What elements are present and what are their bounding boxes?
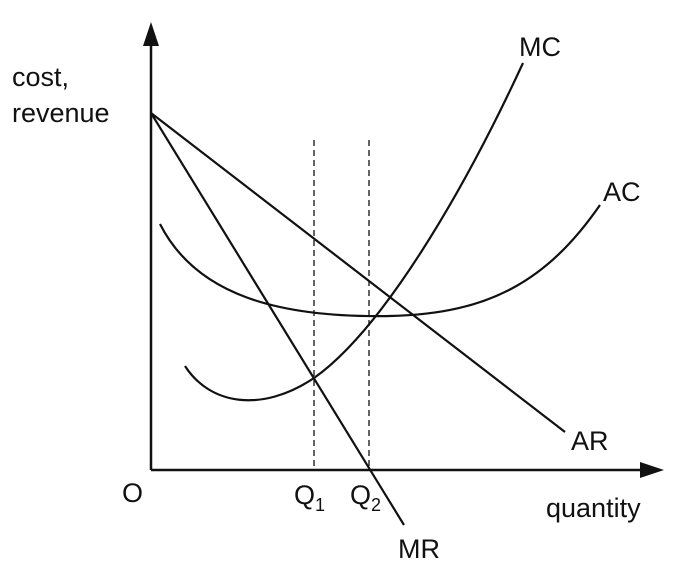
ar-label: AR — [571, 426, 609, 456]
y-axis-arrowhead — [143, 22, 159, 46]
origin-label: O — [122, 478, 143, 508]
ar-line — [150, 112, 566, 433]
ac-curve — [159, 204, 601, 318]
q2-label: Q2 — [350, 480, 381, 515]
y-axis-label: cost, — [12, 62, 69, 92]
q1-label-subscript: 1 — [315, 495, 325, 515]
q1-label-main: Q — [294, 480, 315, 510]
x-axis-label: quantity — [546, 493, 641, 523]
mc-curve — [184, 62, 524, 402]
q2-label-main: Q — [350, 480, 371, 510]
x-axis-arrowhead — [640, 462, 664, 478]
mr-label: MR — [398, 534, 440, 564]
q1-label: Q1 — [294, 480, 325, 515]
y-axis-label-line2: revenue — [12, 98, 110, 128]
mr-line — [150, 112, 405, 526]
q2-label-subscript: 2 — [371, 495, 381, 515]
ac-label: AC — [603, 177, 641, 207]
mc-label: MC — [519, 32, 561, 62]
